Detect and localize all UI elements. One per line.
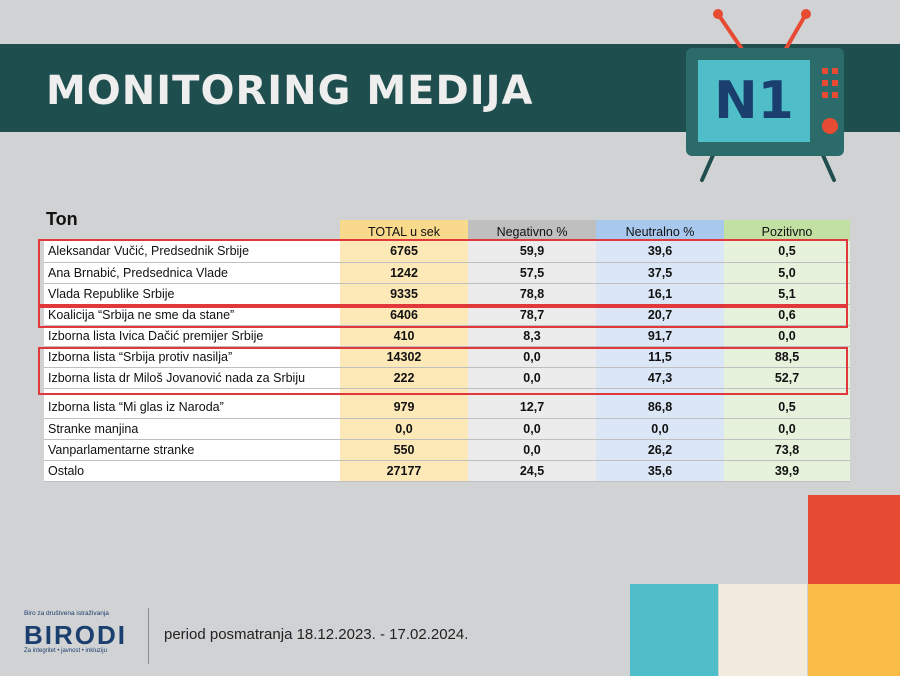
table-row: Vanparlamentarne stranke 550 0,0 26,2 73… [44,439,850,461]
cell-neutral: 35,6 [596,460,724,482]
cell-neutral: 0,0 [596,418,724,440]
table-row: Vlada Republike Srbije 9335 78,8 16,1 5,… [44,283,850,305]
row-label: Vanparlamentarne stranke [44,439,340,461]
cell-total: 6765 [340,241,468,263]
cell-total: 1242 [340,262,468,284]
decor-square-cream [719,584,807,676]
column-header-total: TOTAL u sek [340,220,468,241]
row-label: Ana Brnabić, Predsednica Vlade [44,262,340,284]
cell-total: 14302 [340,346,468,368]
cell-positive: 0,5 [724,397,850,419]
cell-total: 410 [340,325,468,347]
gap-cell [468,388,596,397]
table-row: Stranke manjina 0,0 0,0 0,0 0,0 [44,418,850,440]
observation-period: period posmatranja 18.12.2023. - 17.02.2… [164,626,469,643]
table-row: Izborna lista dr Miloš Jovanović nada za… [44,367,850,389]
cell-total: 979 [340,397,468,419]
cell-negative: 12,7 [468,397,596,419]
cell-positive: 0,6 [724,304,850,326]
cell-total: 9335 [340,283,468,305]
table-row: Izborna lista Ivica Dačić premijer Srbij… [44,325,850,347]
cell-positive: 52,7 [724,367,850,389]
cell-negative: 78,7 [468,304,596,326]
org-descriptor: Biro za društvena istraživanja [24,610,109,617]
row-label: Izborna lista “Mi glas iz Naroda” [44,397,340,419]
table-title: Ton [46,209,78,229]
table-row: Aleksandar Vučić, Predsednik Srbije 6765… [44,241,850,263]
cell-negative: 24,5 [468,460,596,482]
cell-negative: 0,0 [468,439,596,461]
cell-total: 0,0 [340,418,468,440]
cell-neutral: 39,6 [596,241,724,263]
tv-logo-icon: N1 [686,9,844,182]
cell-neutral: 47,3 [596,367,724,389]
cell-neutral: 11,5 [596,346,724,368]
cell-negative: 0,0 [468,418,596,440]
row-label: Aleksandar Vučić, Predsednik Srbije [44,241,340,263]
header-blank [44,220,340,241]
row-label: Stranke manjina [44,418,340,440]
cell-negative: 59,9 [468,241,596,263]
cell-neutral: 37,5 [596,262,724,284]
tone-table: TOTAL u sek Negativno % Neutralno % Pozi… [44,220,850,482]
org-logo-text: BIRODI [24,620,127,650]
cell-positive: 5,0 [724,262,850,284]
footer-divider [148,608,149,664]
cell-neutral: 20,7 [596,304,724,326]
row-label: Izborna lista dr Miloš Jovanović nada za… [44,367,340,389]
tv-logo-text: N1 [714,71,794,131]
column-header-neutral: Neutralno % [596,220,724,241]
row-label: Izborna lista Ivica Dačić premijer Srbij… [44,325,340,347]
org-tagline: Za integritet • javnost • inkluziju [24,648,107,654]
cell-neutral: 86,8 [596,397,724,419]
cell-negative: 57,5 [468,262,596,284]
decor-square-red [808,495,900,585]
cell-neutral: 16,1 [596,283,724,305]
row-label: Ostalo [44,460,340,482]
cell-total: 222 [340,367,468,389]
cell-positive: 88,5 [724,346,850,368]
table-row: Ostalo 27177 24,5 35,6 39,9 [44,460,850,482]
row-gap [44,388,850,397]
table-row: Koalicija “Srbija ne sme da stane” 6406 … [44,304,850,326]
cell-negative: 8,3 [468,325,596,347]
cell-positive: 0,5 [724,241,850,263]
cell-positive: 0,0 [724,418,850,440]
decor-square-yellow [808,584,900,676]
row-label: Izborna lista “Srbija protiv nasilja” [44,346,340,368]
cell-negative: 78,8 [468,283,596,305]
cell-negative: 0,0 [468,367,596,389]
page-title: MONITORING MEDIJA [46,68,534,114]
row-label: Koalicija “Srbija ne sme da stane” [44,304,340,326]
table-row: Izborna lista “Srbija protiv nasilja” 14… [44,346,850,368]
gap-cell [596,388,724,397]
cell-total: 550 [340,439,468,461]
cell-positive: 0,0 [724,325,850,347]
gap-cell [340,388,468,397]
column-header-positive: Pozitivno [724,220,850,241]
cell-positive: 73,8 [724,439,850,461]
table-header-row: TOTAL u sek Negativno % Neutralno % Pozi… [44,220,850,241]
cell-positive: 39,9 [724,460,850,482]
cell-total: 27177 [340,460,468,482]
cell-positive: 5,1 [724,283,850,305]
cell-neutral: 91,7 [596,325,724,347]
cell-neutral: 26,2 [596,439,724,461]
gap-cell [724,388,850,397]
column-header-negative: Negativno % [468,220,596,241]
cell-negative: 0,0 [468,346,596,368]
row-label: Vlada Republike Srbije [44,283,340,305]
table-row: Izborna lista “Mi glas iz Naroda” 979 12… [44,397,850,419]
gap-cell [44,388,340,397]
decor-square-teal [630,584,718,676]
cell-total: 6406 [340,304,468,326]
table-row: Ana Brnabić, Predsednica Vlade 1242 57,5… [44,262,850,284]
